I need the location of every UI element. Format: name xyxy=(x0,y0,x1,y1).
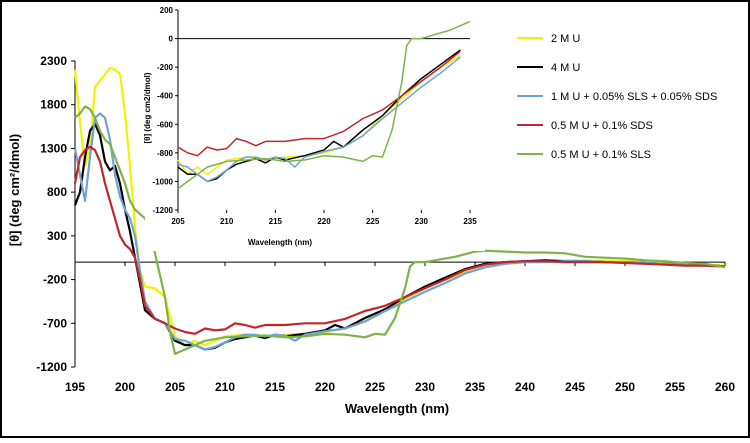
inset-series-line-0 xyxy=(177,55,461,176)
main-x-tick-label: 220 xyxy=(315,380,335,394)
main-y-tick-label: 1300 xyxy=(40,141,67,155)
inset-axes: -1200 -1000 -800 -600 -400 -200 0 200 205 210 215 2… xyxy=(153,6,478,226)
inset-series-line-2 xyxy=(177,56,461,183)
main-y-tick-label: -700 xyxy=(43,316,67,330)
main-y-tick-label: 1800 xyxy=(40,98,67,112)
main-x-tick-label: 195 xyxy=(65,380,85,394)
main-y-tick-label: 800 xyxy=(47,185,67,199)
inset-background xyxy=(145,5,485,251)
main-x-tick-label: 215 xyxy=(265,380,285,394)
inset-y-tick-label: -600 xyxy=(157,120,174,129)
main-y-tick-label: 300 xyxy=(47,229,67,243)
main-x-tick-label: 250 xyxy=(615,380,635,394)
legend-label-4: 0.5 M U + 0.1% SLS xyxy=(551,149,651,161)
legend-label-2: 1 M U + 0.05% SLS + 0.05% SDS xyxy=(551,91,717,103)
main-y-tick-label: 2300 xyxy=(40,54,67,68)
inset-panel xyxy=(145,5,485,251)
main-x-tick-label: 230 xyxy=(415,380,435,394)
legend-label-3: 0.5 M U + 0.1% SDS xyxy=(551,120,653,132)
inset-y-tick-label: -200 xyxy=(157,63,174,72)
legend-label-1: 4 M U xyxy=(551,62,580,74)
inset-x-tick-label: 225 xyxy=(366,217,380,226)
inset-y-tick-label: 200 xyxy=(160,6,174,15)
inset-x-axis-label: Wavelength (nm) xyxy=(248,238,312,247)
main-series-line-4 xyxy=(74,105,726,355)
inset-x-tick-label: 220 xyxy=(317,217,331,226)
main-y-tick-label: -1200 xyxy=(36,360,67,374)
main-x-tick-label: 225 xyxy=(365,380,385,394)
main-x-tick-label: 235 xyxy=(465,380,485,394)
inset-series-group xyxy=(177,20,471,190)
legend: 2 M U 4 M U 1 M U + 0.05% SLS + 0.05% SDS 0… xyxy=(517,33,717,161)
inset-y-tick-label: -1000 xyxy=(153,177,174,186)
inset-y-axis-label: [θ] (deg cm2/dmol) xyxy=(143,72,152,143)
main-x-tick-label: 200 xyxy=(115,380,135,394)
inset-y-tick-label: -800 xyxy=(157,149,174,158)
main-x-tick-label: 260 xyxy=(715,380,735,394)
inset-y-tick-label: 0 xyxy=(169,35,174,44)
inset-series-line-4 xyxy=(177,20,471,190)
main-axes: -1200 -700 -200 300 800 1300 1800 2300 195 200 205… xyxy=(36,54,735,394)
main-series-group xyxy=(73,66,726,355)
main-x-tick-label: 255 xyxy=(665,380,685,394)
inset-y-tick-label: -1200 xyxy=(153,206,174,215)
main-y-tick-label: -200 xyxy=(43,273,67,287)
main-x-tick-label: 205 xyxy=(165,380,185,394)
main-x-axis-label: Wavelength (nm) xyxy=(345,401,449,416)
inset-x-tick-label: 230 xyxy=(415,217,429,226)
main-series-line-3 xyxy=(73,145,726,335)
inset-x-tick-label: 215 xyxy=(269,217,283,226)
inset-y-tick-label: -400 xyxy=(157,92,174,101)
legend-label-0: 2 M U xyxy=(551,33,580,45)
main-x-tick-label: 240 xyxy=(515,380,535,394)
main-y-axis-label: [θ] (deg cm²/dmol) xyxy=(7,134,22,246)
main-x-tick-label: 210 xyxy=(215,380,235,394)
inset-x-tick-label: 205 xyxy=(171,217,185,226)
main-x-tick-label: 245 xyxy=(565,380,585,394)
inset-x-tick-label: 210 xyxy=(220,217,234,226)
inset-x-tick-label: 235 xyxy=(463,217,477,226)
